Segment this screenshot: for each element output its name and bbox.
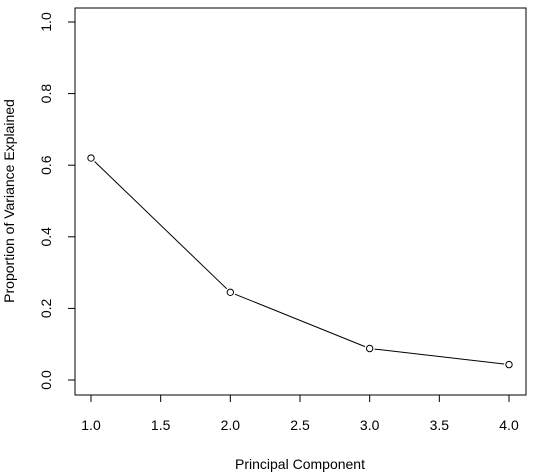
y-axis-label: Proportion of Variance Explained [1, 99, 17, 303]
y-tick-label: 0.0 [38, 370, 54, 390]
data-point-4 [505, 360, 513, 369]
y-axis: 0.0 0.2 0.4 0.6 0.8 1.0 [38, 12, 76, 390]
series-line [87, 154, 513, 369]
y-tick-label: 0.8 [38, 84, 54, 104]
x-tick-label: 1.0 [81, 417, 101, 433]
data-point-3 [365, 344, 374, 353]
x-tick-label: 3.5 [430, 417, 450, 433]
series-segment [374, 348, 505, 365]
x-tick-label: 3.0 [360, 417, 380, 433]
series-segment [94, 161, 228, 290]
series-segment [234, 293, 366, 348]
plot-frame [74, 7, 527, 396]
data-point-1 [87, 154, 95, 162]
x-axis-label: Principal Component [235, 456, 365, 472]
data-point-2 [226, 288, 235, 296]
y-tick-label: 1.0 [38, 12, 54, 32]
x-tick-label: 2.0 [221, 417, 241, 433]
x-tick-label: 4.0 [499, 417, 519, 433]
x-axis: 1.0 1.5 2.0 2.5 3.0 3.5 4.0 [81, 394, 519, 433]
x-tick-label: 2.5 [290, 417, 310, 433]
y-tick-label: 0.4 [38, 227, 54, 247]
x-tick-label: 1.5 [151, 417, 171, 433]
y-tick-label: 0.6 [38, 155, 54, 175]
y-tick-label: 0.2 [38, 298, 54, 318]
